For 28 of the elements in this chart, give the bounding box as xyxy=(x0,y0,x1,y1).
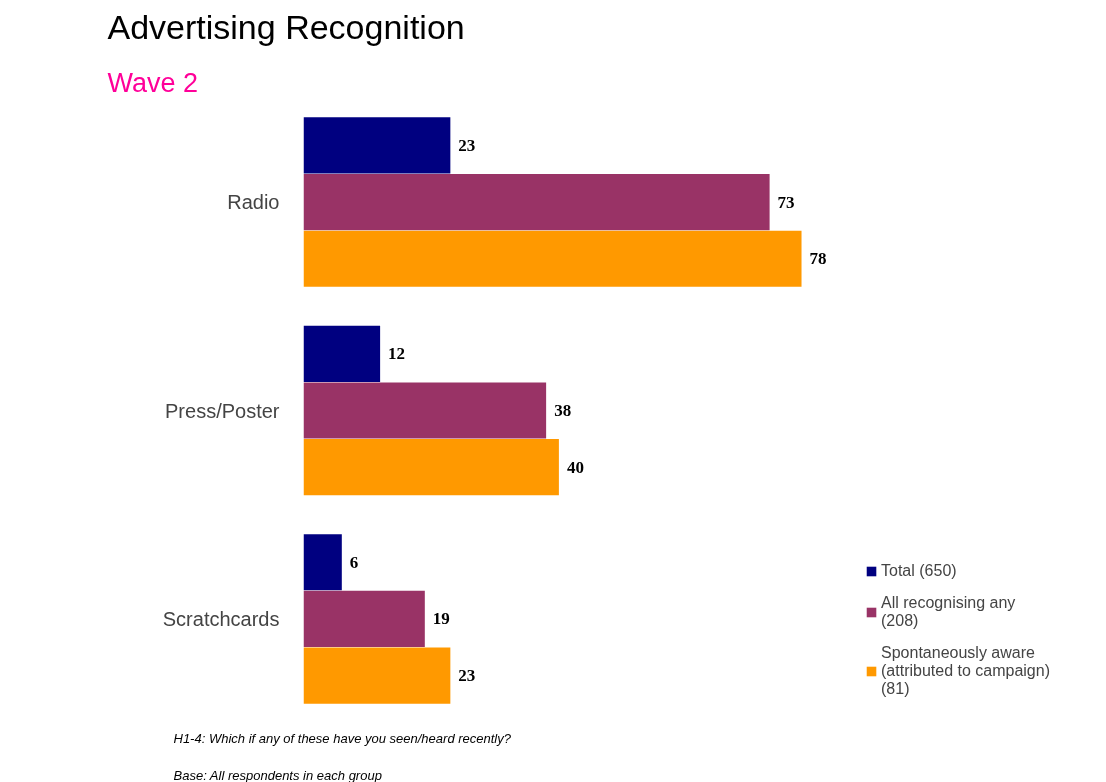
bar xyxy=(303,382,547,439)
data-label: 73 xyxy=(777,192,795,212)
chart-subtitle: Wave 2 xyxy=(107,67,199,98)
data-label: 6 xyxy=(349,552,359,572)
bar xyxy=(303,117,451,174)
y-tick-label: Radio xyxy=(227,191,280,214)
bar xyxy=(303,647,451,704)
data-label: 19 xyxy=(432,609,450,629)
y-tick-label: Scratchcards xyxy=(162,607,280,630)
data-label: 40 xyxy=(566,457,584,477)
legend-label: All recognising any (208) xyxy=(881,594,1016,630)
data-label: 12 xyxy=(388,344,406,364)
data-label: 23 xyxy=(458,666,476,686)
legend-label: Spontaneously aware (attributed to campaign) (81) xyxy=(881,644,1050,698)
text: Base: All respondents in each group xyxy=(173,767,382,782)
bar xyxy=(303,534,342,591)
data-label: 38 xyxy=(554,401,572,420)
chart-title: Advertising Recognition xyxy=(107,7,465,46)
text: H1-4: Which if any of these have you seen/heard recently? xyxy=(173,730,512,746)
bar xyxy=(303,230,802,287)
bar xyxy=(303,174,770,231)
y-tick-label: Press/Poster xyxy=(165,399,280,422)
bar xyxy=(303,439,559,496)
bar xyxy=(303,590,425,647)
legend-label: Total (650) xyxy=(881,562,957,580)
data-label: 78 xyxy=(809,249,827,269)
data-label: 23 xyxy=(458,135,476,155)
bar xyxy=(303,325,381,382)
